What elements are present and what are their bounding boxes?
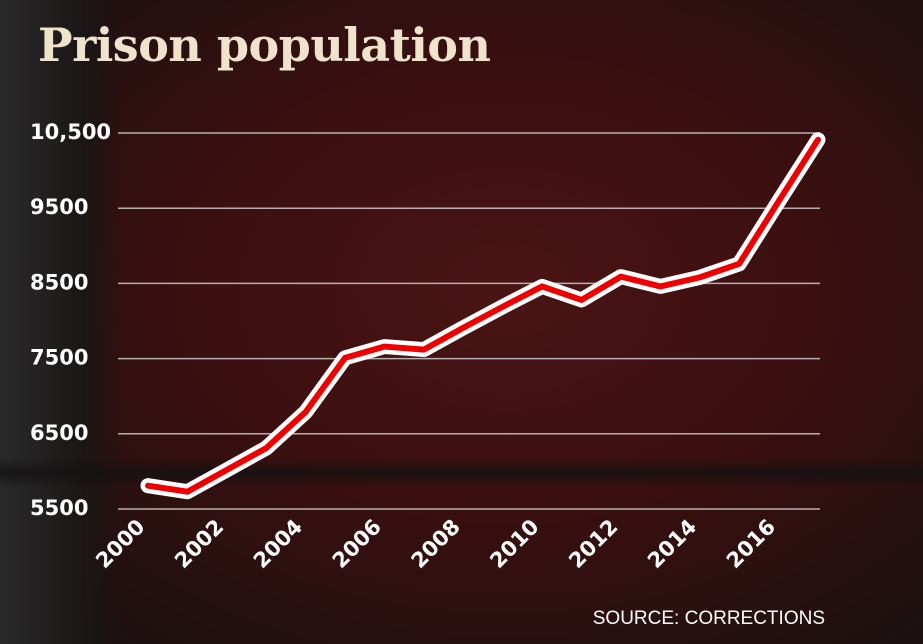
chart-title: Prison population [38, 18, 491, 72]
x-tick-label: 2012 [564, 515, 622, 573]
source-note: SOURCE: CORRECTIONS [592, 608, 825, 629]
x-tick-label: 2014 [643, 515, 701, 573]
y-tick-label: 8500 [30, 270, 88, 294]
y-tick-label: 7500 [30, 346, 88, 370]
series-line [145, 136, 821, 495]
x-tick-label: 2006 [328, 515, 386, 573]
y-tick-label: 9500 [30, 195, 88, 219]
y-tick-label: 10,500 [30, 120, 111, 144]
x-tick-label: 2010 [485, 515, 543, 573]
x-tick-label: 2004 [249, 515, 307, 573]
x-tick-label: 2000 [91, 515, 149, 573]
x-tick-label: 2016 [722, 515, 780, 573]
x-tick-label: 2008 [407, 515, 465, 573]
y-tick-label: 6500 [30, 421, 88, 445]
y-tick-label: 5500 [30, 496, 88, 520]
x-tick-label: 2002 [170, 515, 228, 573]
background-wall [0, 0, 120, 644]
